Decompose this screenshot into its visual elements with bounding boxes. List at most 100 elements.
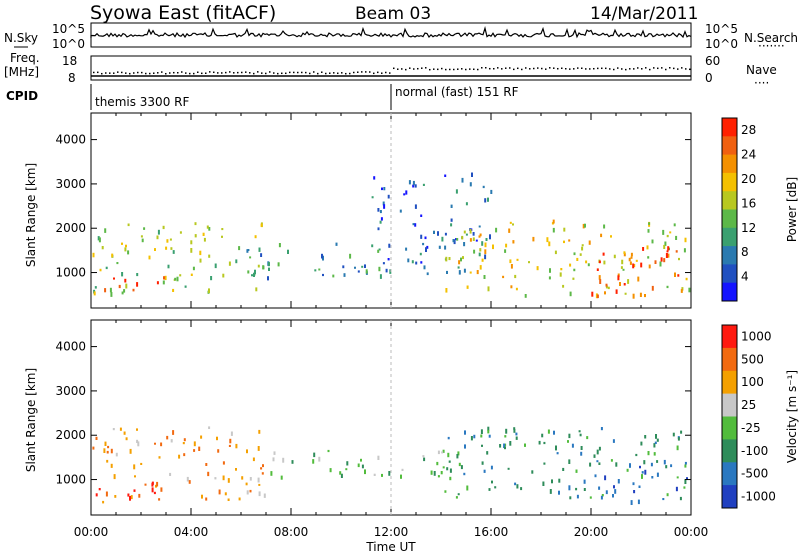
- freq-dot: [641, 68, 643, 70]
- heatmap-cell: [494, 486, 497, 489]
- heatmap-cell: [206, 225, 209, 229]
- heatmap-cell: [201, 494, 203, 499]
- heatmap-cell: [99, 268, 102, 272]
- heatmap-cell: [601, 494, 604, 497]
- heatmap-cell: [282, 457, 285, 463]
- freq-dot: [393, 67, 395, 70]
- freq-dot: [249, 72, 251, 74]
- heatmap-cell: [166, 435, 169, 440]
- heatmap-cell: [651, 239, 654, 244]
- heatmap-cell: [591, 291, 594, 297]
- colorbar-frame: [721, 324, 738, 509]
- freq-dot: [617, 67, 619, 69]
- freq-dot: [149, 72, 151, 75]
- heatmap-cell: [621, 259, 624, 265]
- nsearch-dots: ·······: [758, 39, 785, 53]
- heatmap-cell: [125, 283, 128, 289]
- heatmap-cell: [503, 443, 506, 448]
- heatmap-cell: [659, 261, 662, 267]
- nsky-tick-top: 10^5: [52, 22, 85, 36]
- heatmap-cell: [260, 253, 263, 257]
- freq-dot: [277, 72, 279, 75]
- heatmap-cell: [377, 227, 380, 231]
- freq-dot: [465, 68, 467, 71]
- heatmap-cell: [489, 234, 491, 240]
- heatmap-cell: [463, 472, 466, 476]
- heatmap-cell: [258, 491, 261, 497]
- heatmap-cell: [512, 223, 514, 226]
- heatmap-cell: [646, 245, 649, 250]
- freq-dot: [197, 71, 199, 74]
- cpid-segment-1: themis 3300 RF: [95, 95, 189, 109]
- y-tick-label: 2000: [55, 428, 86, 442]
- heatmap-cell: [156, 281, 159, 285]
- heatmap-cell: [345, 468, 348, 471]
- heatmap-cell: [136, 282, 139, 287]
- freq-dot: [449, 68, 451, 71]
- freq-dot: [237, 71, 239, 74]
- freq-dot: [105, 72, 107, 74]
- heatmap-cell: [462, 256, 464, 260]
- heatmap-cell: [615, 462, 618, 467]
- heatmap-cell: [249, 489, 252, 493]
- heatmap-cell: [596, 294, 599, 299]
- heatmap-cell: [437, 231, 439, 236]
- heatmap-cell: [227, 478, 230, 483]
- heatmap-cell: [399, 209, 402, 213]
- heatmap-cell: [452, 239, 455, 243]
- heatmap-cell: [596, 449, 599, 455]
- heatmap-cell: [491, 480, 493, 484]
- heatmap-cell: [596, 460, 599, 463]
- heatmap-cell: [562, 284, 565, 288]
- heatmap-cell: [581, 244, 584, 247]
- heatmap-cell: [119, 427, 122, 431]
- heatmap-cell: [480, 434, 483, 438]
- heatmap-cell: [377, 455, 380, 460]
- heatmap-cell: [569, 496, 572, 500]
- heatmap-cell: [684, 461, 687, 465]
- heatmap-cell: [214, 263, 217, 269]
- heatmap-cell: [111, 253, 114, 258]
- freq-dot: [409, 67, 411, 69]
- freq-dot: [117, 71, 119, 73]
- heatmap-cell: [647, 229, 650, 233]
- heatmap-cell: [495, 227, 498, 233]
- heatmap-cell: [469, 182, 472, 187]
- heatmap-cell: [249, 256, 252, 259]
- heatmap-cell: [354, 266, 356, 269]
- freq-dot: [341, 72, 343, 74]
- nsky-trace: [90, 26, 692, 39]
- heatmap-cell: [115, 452, 118, 457]
- heatmap-cell: [349, 253, 352, 259]
- heatmap-cell: [479, 265, 482, 270]
- heatmap-cell: [600, 427, 603, 431]
- heatmap-cell: [472, 237, 475, 241]
- freq-dot: [369, 71, 371, 73]
- heatmap-cell: [193, 441, 196, 447]
- freq-dot: [137, 71, 139, 74]
- freq-dot: [205, 72, 207, 74]
- heatmap-cell: [449, 468, 452, 473]
- heatmap-cell: [655, 434, 657, 439]
- heatmap-cell: [241, 476, 244, 480]
- heatmap-cell: [208, 288, 210, 293]
- heatmap-cell: [472, 232, 475, 236]
- heatmap-cell: [109, 287, 112, 293]
- heatmap-cell: [666, 493, 669, 497]
- heatmap-cell: [280, 475, 283, 480]
- heatmap-cell: [164, 275, 167, 281]
- heatmap-cell: [628, 257, 631, 262]
- heatmap-cell: [667, 253, 670, 258]
- nsearch-label: N.Search: [744, 31, 798, 45]
- heatmap-cell: [586, 436, 589, 440]
- freq-dot: [241, 71, 243, 74]
- heatmap-cell: [203, 237, 206, 242]
- heatmap-cell: [602, 252, 605, 256]
- heatmap-cell: [389, 269, 392, 274]
- heatmap-cell: [383, 187, 386, 191]
- heatmap-cell: [253, 272, 255, 277]
- heatmap-cell: [685, 277, 688, 281]
- heatmap-cell: [172, 250, 175, 254]
- heatmap-cell: [121, 242, 123, 245]
